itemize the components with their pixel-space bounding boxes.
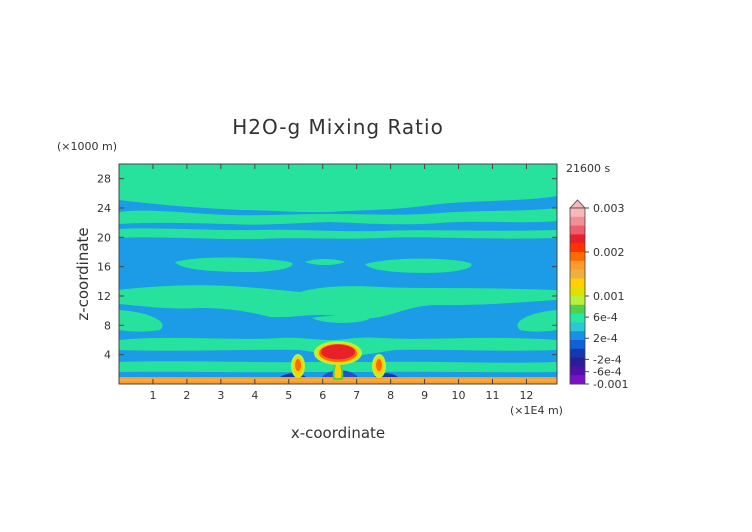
moist-plumes xyxy=(291,341,386,380)
y-axis-label: z-coordinate xyxy=(74,227,92,320)
colorbar-label: -2e-4 xyxy=(593,353,622,366)
colorbar-swatch xyxy=(570,357,585,367)
x-unit-label: (×1E4 m) xyxy=(510,404,563,417)
colorbar-swatch xyxy=(570,234,585,244)
colorbar-swatch xyxy=(570,243,585,253)
colorbar-label: 0.003 xyxy=(593,202,625,215)
chart-title: H2O-g Mixing Ratio xyxy=(232,115,444,139)
y-tick-label: 16 xyxy=(97,261,111,274)
y-axis: 4 8 12 16 20 24 28 xyxy=(97,173,557,362)
x-tick-label: 1 xyxy=(149,389,156,402)
colorbar-label: -6e-4 xyxy=(593,366,622,379)
colorbar-swatch xyxy=(570,296,585,306)
colorbar-label: -0.001 xyxy=(593,378,628,391)
x-tick-label: 6 xyxy=(319,389,326,402)
y-unit-label: (×1000 m) xyxy=(57,140,117,153)
x-tick-label: 5 xyxy=(285,389,292,402)
colorbar-swatch xyxy=(570,269,585,279)
x-tick-label: 2 xyxy=(183,389,190,402)
colorbar-label: 2e-4 xyxy=(593,332,618,345)
colorbar-swatch xyxy=(570,260,585,271)
x-axis: 1 2 3 4 5 6 7 8 9 10 11 12 xyxy=(149,164,533,402)
x-tick-label: 9 xyxy=(421,389,428,402)
colorbar-swatch xyxy=(570,225,585,235)
colorbar-swatch xyxy=(570,208,585,218)
colorbar-swatch xyxy=(570,252,585,262)
x-axis-label: x-coordinate xyxy=(291,424,385,442)
colorbar-swatch xyxy=(570,216,585,227)
x-tick-label: 8 xyxy=(387,389,394,402)
colorbar-swatch xyxy=(570,313,585,323)
x-tick-label: 11 xyxy=(485,389,499,402)
colorbar-swatch xyxy=(570,331,585,341)
colorbar-arrow xyxy=(569,199,586,209)
x-tick-label: 12 xyxy=(519,389,533,402)
colorbar: 0.003 0.002 0.001 6e-4 2e-4 -2e-4-6e-4-0.001 xyxy=(569,199,628,391)
y-tick-label: 8 xyxy=(104,319,111,332)
colorbar-swatch xyxy=(570,287,585,297)
time-label: 21600 s xyxy=(566,162,610,175)
x-tick-label: 4 xyxy=(251,389,258,402)
colorbar-label: 0.001 xyxy=(593,290,625,303)
colorbar-label: 0.002 xyxy=(593,246,625,259)
colorbar-label: 6e-4 xyxy=(593,311,618,324)
colorbar-swatch xyxy=(570,375,585,385)
colorbar-swatch xyxy=(570,340,585,350)
x-tick-label: 10 xyxy=(452,389,466,402)
colorbar-swatch xyxy=(570,278,585,288)
x-tick-label: 7 xyxy=(353,389,360,402)
plot-area xyxy=(119,164,557,384)
y-tick-label: 12 xyxy=(97,290,111,303)
y-tick-label: 4 xyxy=(104,349,111,362)
green-contours xyxy=(119,164,557,373)
colorbar-swatch xyxy=(570,348,585,359)
colorbar-swatch xyxy=(570,322,585,332)
x-tick-label: 3 xyxy=(217,389,224,402)
y-tick-label: 24 xyxy=(97,202,111,215)
colorbar-swatch xyxy=(570,304,585,315)
y-tick-label: 20 xyxy=(97,231,111,244)
y-tick-label: 28 xyxy=(97,173,111,186)
plot-frame xyxy=(118,163,558,385)
colorbar-swatch xyxy=(570,366,585,376)
